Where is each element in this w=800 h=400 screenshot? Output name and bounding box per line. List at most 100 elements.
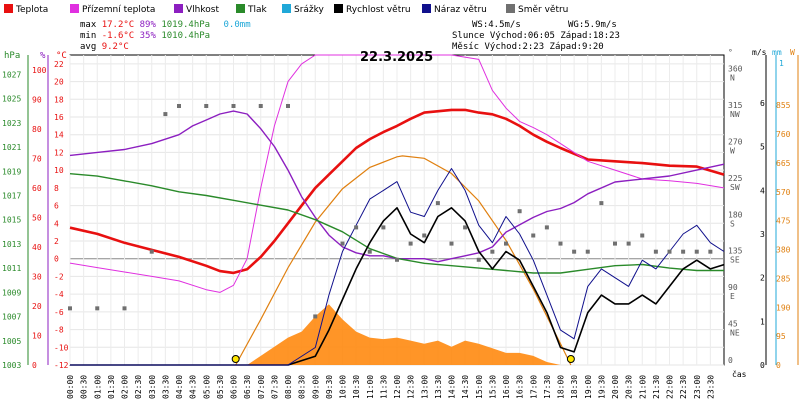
temperature-tick-label: 8: [54, 184, 59, 193]
wind-tick-label: 4: [760, 186, 765, 195]
wind-direction-point: [204, 103, 209, 108]
direction-tick-compass: SE: [730, 256, 740, 265]
x-tick-label: 04:00: [175, 375, 184, 399]
stats-max-label: max: [80, 20, 97, 30]
humidity-tick-label: 50: [32, 213, 42, 222]
humidity-tick-label: 10: [32, 331, 42, 340]
wind-direction-point: [395, 257, 399, 262]
x-tick-label: 03:30: [161, 375, 170, 399]
x-tick-label: 09:00: [311, 375, 320, 399]
temperature-tick-label: -2: [54, 272, 64, 281]
legend-label: Náraz větru: [434, 5, 487, 15]
x-tick-label: 23:00: [693, 375, 702, 399]
solar-tick-label: 570: [776, 188, 791, 197]
stats-min-hum: 35%: [139, 31, 156, 41]
wind-direction-points: [68, 103, 713, 319]
wind-direction-point: [681, 249, 686, 254]
wind-tick-label: 0: [760, 361, 765, 370]
x-tick-label: 00:00: [66, 375, 75, 399]
direction-tick-label: 270: [728, 137, 743, 146]
pressure-tick-label: 1007: [2, 313, 21, 322]
wind-tick-label: 2: [760, 274, 765, 283]
rain-axis-unit: mm: [772, 48, 782, 57]
legend-item: Rychlost větru: [334, 4, 411, 15]
x-tick-label: 07:00: [257, 375, 266, 399]
x-tick-label: 07:30: [270, 375, 279, 399]
wind-direction-point: [667, 249, 672, 254]
x-tick-label: 04:30: [189, 375, 198, 399]
direction-tick-label: 225: [728, 174, 743, 183]
wind-direction-point: [504, 241, 508, 246]
pressure-tick-label: 1015: [2, 216, 21, 225]
stats-avg-label: avg: [80, 42, 97, 52]
legend-item: Náraz větru: [422, 4, 487, 15]
x-tick-label: 22:00: [666, 375, 675, 399]
solar-tick-label: 0: [776, 361, 781, 370]
wind-direction-point: [422, 233, 427, 238]
stats-max-temp: 17.2°C: [101, 20, 135, 30]
wind-direction-point: [585, 249, 590, 254]
direction-tick-label: 45: [728, 320, 738, 329]
temperature-tick-label: 12: [54, 148, 64, 157]
legend-swatch: [282, 4, 291, 13]
legend-swatch: [422, 4, 431, 13]
temperature-tick-label: 2: [54, 237, 59, 246]
x-tick-label: 09:30: [325, 375, 334, 399]
temperature-tick-label: 18: [54, 95, 64, 104]
wind-direction-point: [408, 241, 413, 246]
pressure-tick-label: 1021: [2, 143, 21, 152]
legend-item: Vlhkost: [174, 4, 219, 15]
direction-tick-compass: S: [730, 219, 735, 228]
x-tick-label: 17:00: [529, 375, 538, 399]
stats-avg-row: avg 9.2°C: [80, 42, 129, 52]
humidity-tick-label: 90: [32, 95, 42, 104]
direction-tick-compass: NE: [730, 329, 740, 338]
x-tick-label: 14:30: [461, 375, 470, 399]
x-tick-label: 05:00: [202, 375, 211, 399]
x-tick-label: 06:30: [243, 375, 252, 399]
wind-direction-point: [531, 233, 536, 238]
x-tick-label: 15:30: [488, 375, 497, 399]
solar-axis-unit: W: [790, 48, 795, 57]
x-tick-label: 18:00: [557, 375, 566, 399]
temperature-tick-label: -8: [54, 326, 64, 335]
wind-direction-point: [653, 249, 658, 254]
stats-sun: Slunce Východ:06:05 Západ:18:23: [452, 31, 620, 41]
stats-min-row: min -1.6°C 35% 1010.4hPa: [80, 31, 210, 41]
legend-label: Teplota: [16, 5, 49, 15]
wind-direction-point: [558, 241, 563, 246]
series-line-5: [70, 168, 725, 366]
x-tick-label: 00:30: [80, 375, 89, 399]
temperature-tick-label: 14: [54, 131, 64, 140]
humidity-tick-label: 20: [32, 302, 42, 311]
direction-tick-compass: SW: [730, 183, 740, 192]
direction-tick-label: 0: [728, 356, 733, 365]
x-tick-label: 16:00: [502, 375, 511, 399]
wind-direction-point: [449, 241, 454, 246]
wind-direction-point: [367, 249, 372, 254]
direction-tick-compass: E: [730, 292, 735, 301]
sun-markers: [231, 355, 575, 363]
humidity-tick-label: 80: [32, 125, 42, 134]
pressure-tick-label: 1009: [2, 288, 21, 297]
wind-direction-point: [313, 314, 318, 319]
series-line-1: [69, 54, 725, 293]
wind-direction-point: [435, 201, 440, 206]
temperature-tick-label: 22: [54, 60, 64, 69]
x-tick-label: 15:00: [475, 375, 484, 399]
humidity-axis-unit: %: [40, 51, 46, 61]
direction-tick-label: 90: [728, 283, 738, 292]
wind-direction-point: [177, 103, 181, 108]
wind-direction-point: [572, 249, 577, 254]
legend-item: Směr větru: [506, 4, 568, 15]
wind-direction-point: [613, 241, 617, 246]
x-tick-label: 19:00: [584, 375, 593, 399]
wind-direction-point: [517, 209, 522, 214]
pressure-tick-label: 1011: [2, 264, 21, 273]
series-line-0: [69, 108, 725, 275]
solar-tick-label: 95: [776, 332, 786, 341]
x-tick-label: 01:30: [107, 375, 116, 399]
legend-item: Přízemní teplota: [70, 4, 155, 15]
legend-label: Směr větru: [518, 5, 569, 15]
wind-direction-point: [68, 306, 72, 311]
